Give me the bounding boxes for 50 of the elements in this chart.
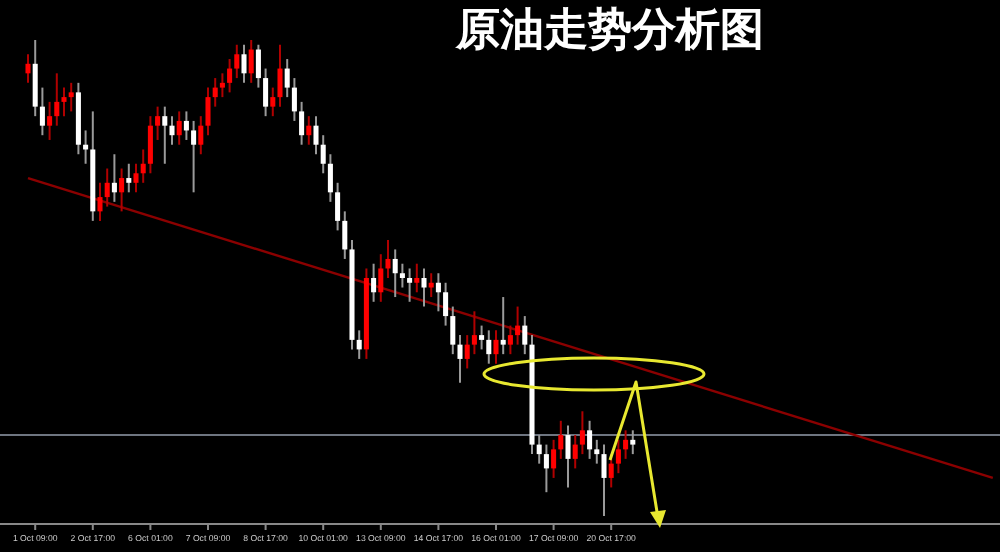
candlestick (291, 77, 297, 122)
candlestick (111, 153, 117, 203)
candlestick (435, 272, 441, 313)
candlestick (277, 43, 283, 108)
candlestick (421, 267, 427, 308)
candlestick (378, 253, 384, 303)
candlestick (191, 119, 197, 194)
candlestick (407, 267, 413, 303)
candlestick (601, 443, 607, 517)
candlestick (248, 39, 254, 84)
candlestick (147, 115, 153, 175)
candlestick (299, 100, 305, 146)
candlestick (155, 105, 161, 141)
candlestick (119, 167, 125, 213)
candlestick (47, 100, 53, 141)
candlestick (255, 43, 261, 89)
candlestick (587, 419, 593, 460)
candlestick (399, 262, 405, 289)
candlestick (104, 167, 110, 208)
candlestick (241, 43, 247, 84)
candlestick (493, 329, 499, 365)
candlestick (551, 438, 557, 479)
candlestick (227, 58, 233, 94)
candlestick (479, 324, 485, 351)
candlestick (507, 324, 513, 356)
candlestick (428, 272, 434, 299)
candlestick (579, 410, 585, 456)
candlestick (176, 110, 182, 146)
candlestick (68, 81, 74, 113)
candlestick (183, 110, 189, 141)
candlestick (630, 429, 636, 456)
candlestick (543, 443, 549, 494)
candlestick (486, 329, 492, 365)
candlestick (500, 296, 506, 356)
chart-title: 原油走势分析图 (454, 4, 764, 54)
candlestick (327, 153, 333, 203)
candlestick (371, 262, 377, 303)
candlestick (623, 429, 629, 460)
candlestick (414, 262, 420, 294)
candlestick (263, 67, 269, 118)
candlestick (25, 53, 31, 84)
candlestick (565, 424, 571, 489)
candlestick (615, 438, 621, 475)
candlestick (162, 105, 168, 165)
candlestick (392, 248, 398, 299)
candlestick (515, 305, 521, 346)
candlestick (219, 72, 225, 99)
candlestick (126, 162, 132, 194)
candlestick (306, 115, 312, 146)
candlestick (471, 310, 477, 356)
